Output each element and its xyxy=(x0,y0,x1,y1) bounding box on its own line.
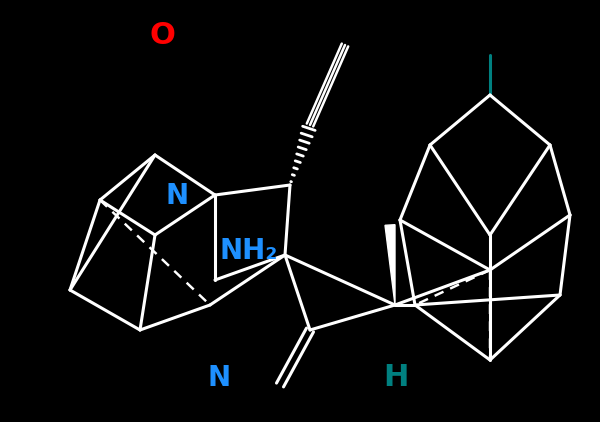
Text: NH₂: NH₂ xyxy=(220,237,278,265)
Text: H: H xyxy=(383,363,409,392)
Text: N: N xyxy=(166,182,188,210)
Polygon shape xyxy=(385,225,395,305)
Text: N: N xyxy=(208,364,230,392)
Text: O: O xyxy=(149,22,175,50)
